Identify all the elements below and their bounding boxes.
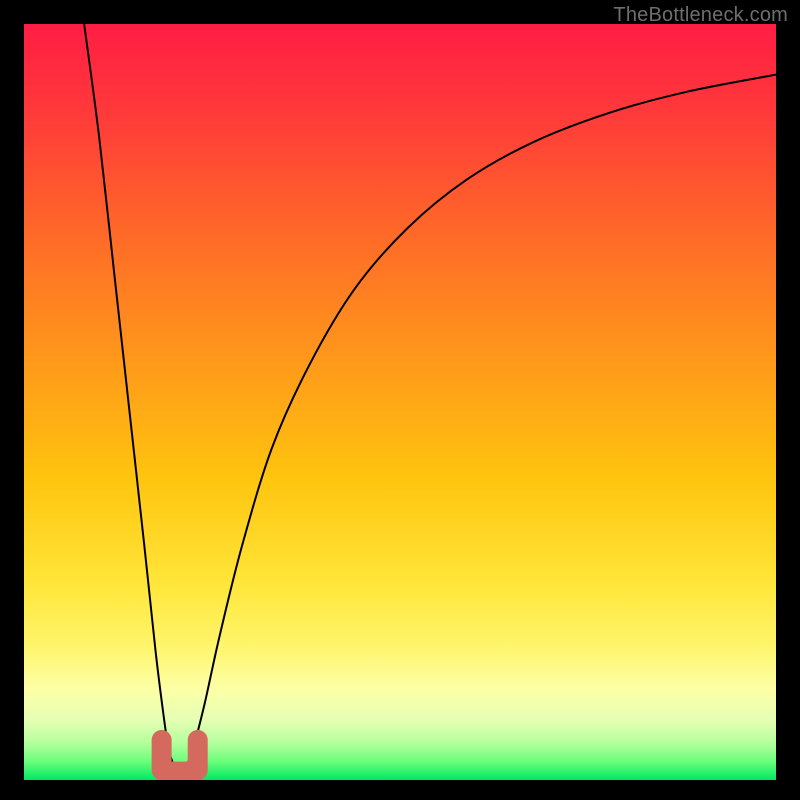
- watermark-label: TheBottleneck.com: [613, 4, 788, 27]
- bottleneck-chart: TheBottleneck.com: [0, 0, 800, 800]
- plot-area: [24, 24, 776, 780]
- gradient-background: [24, 24, 776, 780]
- chart-svg: [24, 24, 776, 780]
